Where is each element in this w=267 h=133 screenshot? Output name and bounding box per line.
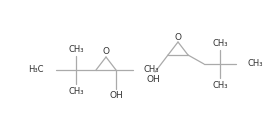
Text: CH₃: CH₃ [212,38,228,47]
Text: O: O [103,47,109,57]
Text: CH₃: CH₃ [247,59,262,68]
Text: CH₃: CH₃ [68,45,84,53]
Text: OH: OH [146,76,160,84]
Text: CH₃: CH₃ [212,80,228,90]
Text: H₃C: H₃C [29,65,44,74]
Text: O: O [175,32,182,41]
Text: CH₃: CH₃ [68,86,84,95]
Text: CH₃: CH₃ [143,65,159,74]
Text: OH: OH [109,92,123,101]
